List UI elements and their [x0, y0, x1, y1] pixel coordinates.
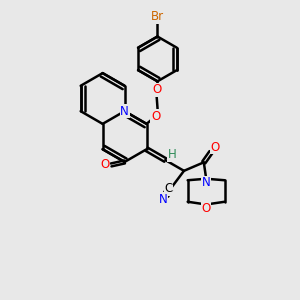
- Text: C: C: [164, 182, 173, 195]
- Text: N: N: [120, 105, 129, 118]
- Text: N: N: [158, 193, 167, 206]
- Text: O: O: [100, 158, 109, 171]
- Text: H: H: [167, 148, 176, 161]
- Text: O: O: [151, 110, 160, 123]
- Text: N: N: [202, 176, 211, 189]
- Text: O: O: [153, 83, 162, 96]
- Text: O: O: [202, 202, 211, 215]
- Text: O: O: [210, 141, 220, 154]
- Text: Br: Br: [151, 10, 164, 23]
